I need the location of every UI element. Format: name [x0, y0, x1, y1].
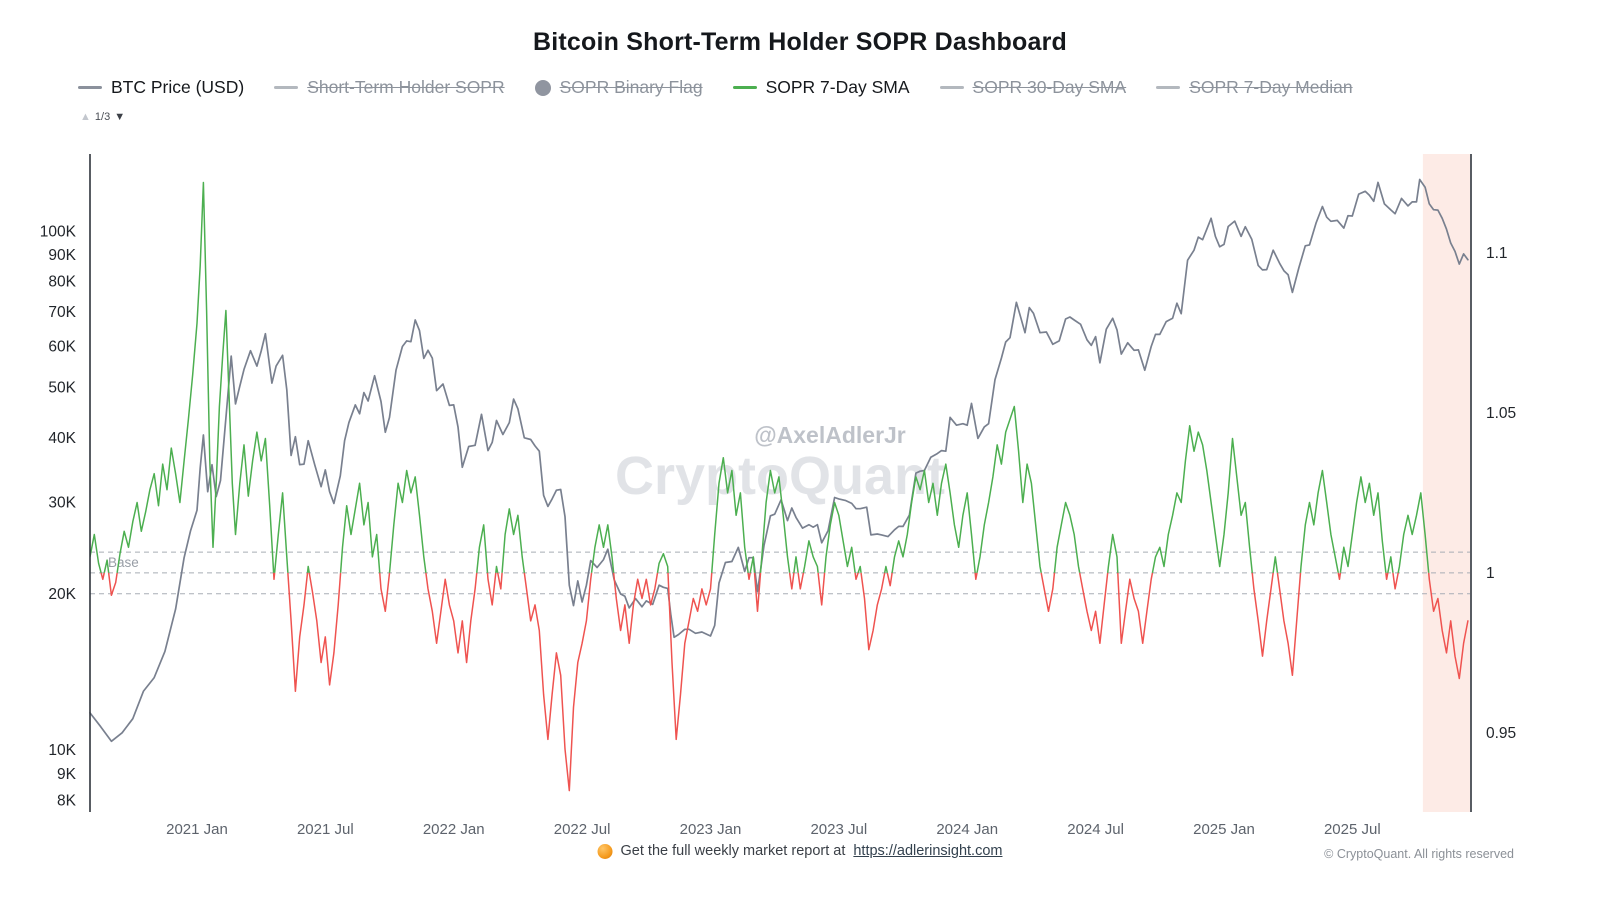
legend-item-short-term-holder-sopr[interactable]: Short-Term Holder SOPR [274, 77, 505, 98]
svg-text:100K: 100K [40, 223, 77, 240]
svg-text:30K: 30K [48, 495, 76, 512]
btc-price-line [89, 178, 1469, 743]
footer-text: Get the full weekly market report at [620, 843, 846, 859]
recent-period-highlight-band [1422, 154, 1470, 812]
pager-down-icon[interactable]: ▼ [114, 111, 126, 123]
svg-text:8K: 8K [57, 792, 77, 809]
watermark-handle: @AxelAdlerJr [754, 422, 906, 448]
legend-item-sopr-30-day-sma[interactable]: SOPR 30-Day SMA [939, 77, 1127, 98]
legend-label: SOPR 7-Day Median [1189, 77, 1353, 97]
time-axis-labels: 2021 Jan 2021 Jul 2022 Jan 2022 Jul 2023 Jan… [166, 821, 1381, 838]
legend-label: SOPR 7-Day SMA [765, 77, 910, 97]
legend-line-swatch [78, 86, 102, 89]
svg-text:2023 Jan: 2023 Jan [680, 821, 742, 838]
svg-text:2025 Jan: 2025 Jan [1193, 821, 1255, 838]
legend-line-swatch [939, 86, 964, 89]
watermark-brand: CryptoQuant [615, 446, 945, 506]
svg-text:2021 Jan: 2021 Jan [166, 821, 228, 838]
svg-text:80K: 80K [48, 274, 76, 291]
watermark: @AxelAdlerJr CryptoQuant [615, 422, 945, 506]
sopr-axis-labels: 1.1 1.05 1 0.95 [1486, 245, 1516, 742]
svg-text:1.05: 1.05 [1486, 405, 1516, 422]
svg-text:40K: 40K [48, 430, 76, 447]
svg-text:1.1: 1.1 [1486, 245, 1508, 262]
svg-text:0.95: 0.95 [1486, 725, 1516, 742]
svg-text:2024 Jan: 2024 Jan [936, 821, 998, 838]
legend-label: Short-Term Holder SOPR [307, 77, 505, 97]
svg-text:2024 Jul: 2024 Jul [1067, 821, 1124, 838]
svg-text:2022 Jan: 2022 Jan [423, 821, 485, 838]
svg-text:10K: 10K [48, 742, 76, 759]
legend-label: SOPR 30-Day SMA [972, 77, 1127, 97]
chart-legend: BTC Price (USD) Short-Term Holder SOPR SOP… [78, 77, 1353, 98]
legend-line-swatch [732, 86, 757, 89]
legend-line-swatch [1156, 86, 1181, 89]
svg-text:2021 Jul: 2021 Jul [297, 821, 354, 838]
sopr-base-dashed-lines [90, 551, 1470, 595]
footer-report-link[interactable]: https://adlerinsight.com [853, 843, 1003, 859]
svg-text:20K: 20K [48, 586, 76, 603]
series-pager: ▲ 1/3 ▼ [80, 111, 125, 123]
legend-circle-swatch [534, 79, 551, 96]
svg-text:2025 Jul: 2025 Jul [1324, 821, 1381, 838]
svg-text:1: 1 [1486, 565, 1495, 582]
base-label: Base [108, 555, 139, 570]
footer-note: Get the full weekly market report at htt… [597, 843, 1003, 859]
legend-label: BTC Price (USD) [111, 77, 245, 97]
svg-text:50K: 50K [48, 380, 76, 397]
legend-item-sopr-binary-flag[interactable]: SOPR Binary Flag [534, 77, 703, 98]
svg-text:9K: 9K [57, 766, 77, 783]
orange-dot-icon [597, 843, 613, 859]
svg-text:60K: 60K [48, 339, 76, 356]
pager-up-icon[interactable]: ▲ [80, 111, 91, 123]
svg-text:2023 Jul: 2023 Jul [810, 821, 867, 838]
copyright-text: © CryptoQuant. All rights reserved [1324, 847, 1514, 861]
svg-text:70K: 70K [48, 304, 76, 321]
svg-text:90K: 90K [48, 247, 76, 264]
legend-item-sopr-7-day-sma[interactable]: SOPR 7-Day SMA [732, 77, 910, 98]
price-axis-labels: 100K 90K 80K 70K 60K 50K 40K 30K 20K 10K 9K 8K [40, 223, 77, 809]
pager-page-label: 1/3 [94, 111, 111, 123]
page-title: Bitcoin Short-Term Holder SOPR Dashboard [533, 28, 1067, 56]
legend-line-swatch [274, 86, 299, 89]
sopr-sma-line-above-1 [90, 181, 1430, 573]
svg-text:2022 Jul: 2022 Jul [554, 821, 611, 838]
legend-label: SOPR Binary Flag [559, 77, 703, 97]
legend-item-btc-price-usd-[interactable]: BTC Price (USD) [78, 77, 244, 98]
legend-item-sopr-7-day-median[interactable]: SOPR 7-Day Median [1156, 77, 1353, 98]
